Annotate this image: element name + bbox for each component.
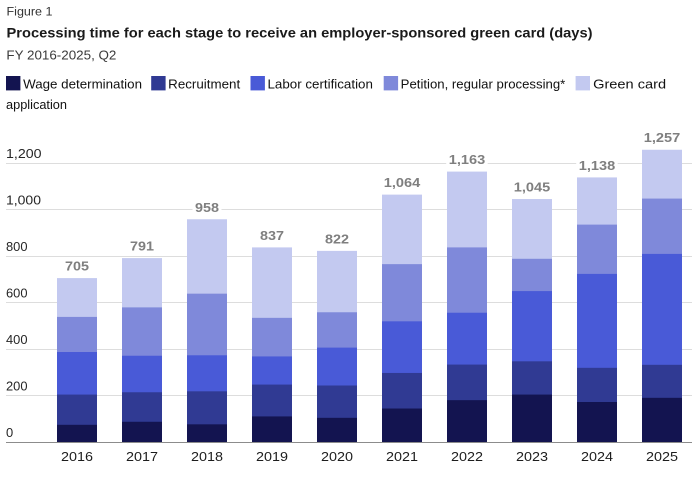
- svg-text:2018: 2018: [191, 449, 223, 464]
- svg-text:1,163: 1,163: [449, 152, 486, 167]
- svg-text:2020: 2020: [321, 449, 353, 464]
- svg-text:200: 200: [6, 379, 28, 394]
- svg-text:2024: 2024: [581, 449, 613, 464]
- svg-text:Labor certification: Labor certification: [268, 77, 373, 91]
- svg-text:600: 600: [6, 286, 28, 301]
- svg-text:1,045: 1,045: [514, 180, 551, 195]
- svg-text:800: 800: [6, 239, 28, 254]
- svg-text:958: 958: [195, 200, 219, 215]
- svg-text:2017: 2017: [126, 449, 158, 464]
- svg-text:1,200: 1,200: [6, 146, 42, 161]
- svg-text:2019: 2019: [256, 449, 288, 464]
- svg-text:1,064: 1,064: [384, 175, 421, 190]
- svg-text:791: 791: [130, 239, 154, 254]
- svg-text:1,257: 1,257: [644, 130, 681, 145]
- svg-text:0: 0: [6, 425, 13, 440]
- svg-text:Wage determination: Wage determination: [23, 77, 142, 91]
- svg-text:Processing time for each stage: Processing time for each stage to receiv…: [7, 26, 593, 41]
- svg-text:400: 400: [6, 332, 28, 347]
- svg-text:2016: 2016: [61, 449, 93, 464]
- svg-text:Green card: Green card: [593, 77, 666, 91]
- svg-text:Recruitment: Recruitment: [168, 77, 241, 91]
- svg-text:2025: 2025: [646, 449, 678, 464]
- svg-text:Petition, regular processing*: Petition, regular processing*: [401, 77, 566, 91]
- svg-text:2022: 2022: [451, 449, 483, 464]
- svg-text:application: application: [6, 98, 67, 112]
- svg-text:837: 837: [260, 228, 284, 243]
- svg-text:2023: 2023: [516, 449, 548, 464]
- svg-text:FY 2016-2025, Q2: FY 2016-2025, Q2: [6, 47, 116, 62]
- svg-text:1,000: 1,000: [6, 193, 41, 208]
- svg-text:2021: 2021: [386, 449, 418, 464]
- svg-text:Figure 1: Figure 1: [7, 4, 53, 18]
- svg-text:705: 705: [65, 259, 89, 274]
- svg-text:1,138: 1,138: [579, 158, 616, 173]
- svg-text:822: 822: [325, 231, 349, 246]
